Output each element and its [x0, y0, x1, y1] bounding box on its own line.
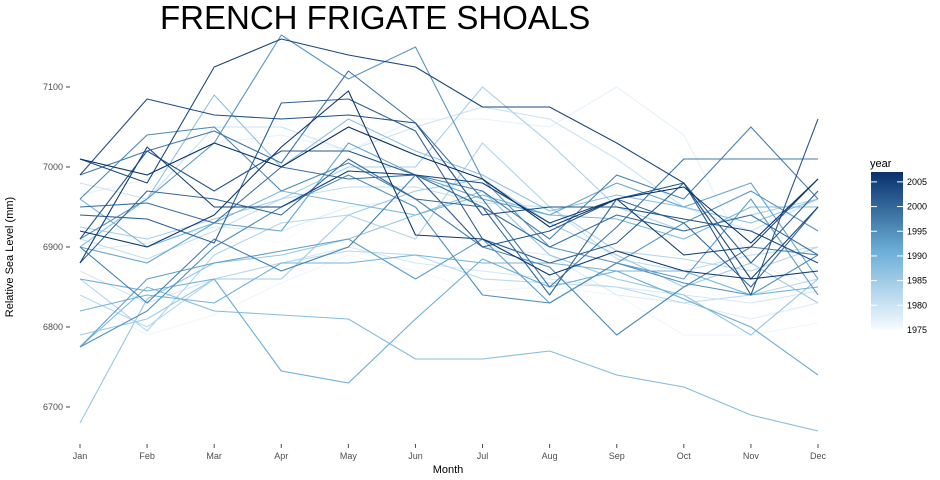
legend-label: 1995: [907, 226, 927, 236]
series-line-1994: [79, 34, 819, 264]
x-tick-label: Dec: [810, 451, 827, 461]
series-line-2007: [79, 126, 819, 244]
y-axis: 6700 6800 6900 7000 7100: [43, 82, 70, 412]
legend-title: year: [870, 158, 892, 170]
series-line-1993: [79, 198, 819, 348]
series-line-1998: [79, 70, 818, 288]
series-line-1989: [79, 190, 818, 248]
plot-lines: [79, 34, 819, 432]
series-line-1992: [79, 142, 819, 280]
x-tick-label: Oct: [677, 451, 692, 461]
chart-title: FRENCH FRIGATE SHOALS: [160, 0, 590, 36]
legend-label: 1980: [907, 300, 927, 310]
x-tick-label: Apr: [274, 451, 288, 461]
series-line-1981: [79, 186, 819, 272]
series-line-1991: [79, 258, 819, 384]
x-tick-label: May: [340, 451, 358, 461]
legend-ticks: 1975 1980 1985 1990 1995 2000 2005: [871, 177, 927, 335]
series-line-1977: [79, 86, 819, 288]
series-line-1988: [79, 286, 819, 432]
series-line-1996: [79, 126, 819, 336]
x-tick-label: Nov: [743, 451, 760, 461]
y-tick-label: 6800: [43, 322, 63, 332]
legend-label: 2005: [907, 177, 927, 187]
legend: year 1975 1980 1985 1990 1995 2000 2005: [870, 158, 927, 335]
legend-color-bar: [871, 172, 903, 330]
y-tick-label: 7100: [43, 82, 63, 92]
y-tick-label: 6700: [43, 402, 63, 412]
legend-label: 1975: [907, 325, 927, 335]
x-tick-label: Jan: [73, 451, 88, 461]
series-line-2004: [79, 38, 819, 280]
series-line-2005: [79, 146, 819, 264]
series-line-2003: [79, 98, 819, 264]
x-tick-label: Mar: [206, 451, 222, 461]
legend-label: 2000: [907, 202, 927, 212]
x-tick-label: Sep: [609, 451, 625, 461]
series-line-1985: [79, 178, 819, 336]
series-line-1976: [79, 254, 819, 336]
x-tick-label: Jul: [477, 451, 489, 461]
x-tick-label: Aug: [542, 451, 558, 461]
x-axis: Jan Feb Mar Apr May Jun Jul Aug Sep Oct Nov Dec: [73, 444, 827, 461]
x-tick-label: Jun: [408, 451, 423, 461]
series-line-2006: [79, 90, 819, 280]
series-line-1999: [79, 166, 819, 256]
y-tick-label: 6900: [43, 242, 63, 252]
series-line-1987: [79, 94, 819, 248]
x-axis-title: Month: [433, 464, 464, 476]
legend-label: 1990: [907, 251, 927, 261]
series-line-1997: [79, 126, 819, 304]
legend-label: 1985: [907, 276, 927, 286]
series-line-1980: [79, 106, 819, 232]
series-line-1995: [79, 174, 819, 348]
y-axis-title: Relative Sea Level (mm): [4, 197, 16, 317]
series-line-2002: [79, 118, 819, 296]
y-tick-label: 7000: [43, 162, 63, 172]
x-tick-label: Feb: [139, 451, 155, 461]
